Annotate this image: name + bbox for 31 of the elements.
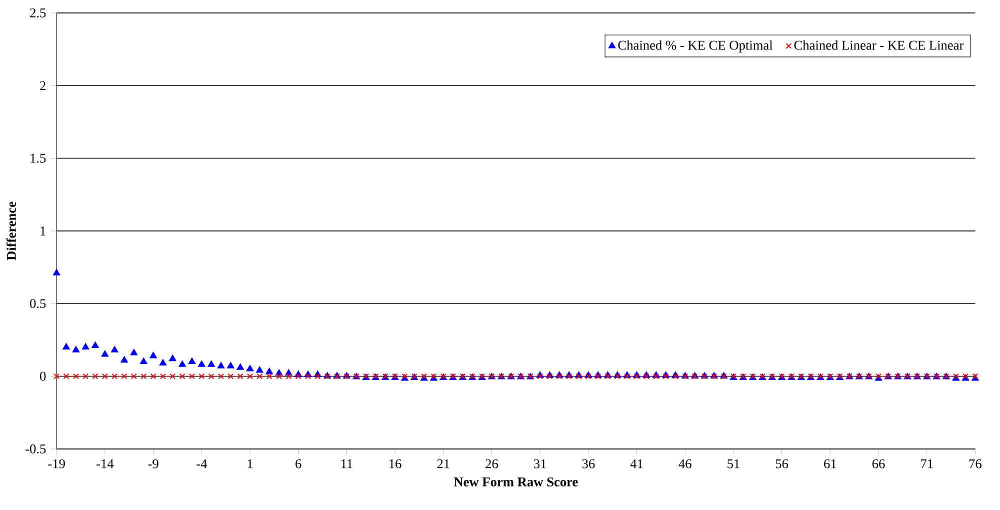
x-tick-label: 61 [824, 459, 836, 468]
x-tick-label: 76 [969, 459, 982, 468]
x-tick-label: 56 [776, 459, 788, 468]
x-tick-label: 41 [630, 459, 643, 468]
legend-label: Chained % - KE CE Optimal [618, 40, 773, 52]
x-tick-label: 1 [248, 459, 253, 468]
x-tick-label: -19 [48, 459, 65, 468]
x-tick-label: -4 [196, 459, 207, 468]
x-tick-label: 31 [534, 459, 546, 468]
x-tick-label: 51 [728, 459, 740, 468]
x-tick-label: 16 [390, 459, 402, 468]
x-tick-label: -14 [96, 459, 114, 468]
x-tick-label: 11 [341, 459, 352, 468]
x-tick-label: 36 [582, 459, 595, 468]
legend-label: Chained Linear - KE CE Linear [794, 40, 964, 50]
y-tick-label: 0 [40, 372, 46, 381]
y-tick-label: 1 [40, 226, 46, 236]
x-tick-label: -9 [148, 459, 158, 468]
y-axis-title: Difference [6, 202, 16, 260]
x-axis-title: New Form Raw Score [454, 477, 578, 486]
y-tick-label: 1.5 [30, 154, 46, 163]
x-tick-label: 71 [921, 459, 933, 468]
x-tick-label: 21 [437, 459, 450, 468]
y-tick-label: 2 [40, 81, 46, 90]
y-tick-label: -0.5 [26, 444, 46, 454]
x-tick-label: 46 [678, 459, 692, 468]
x-tick-label: 6 [296, 459, 302, 468]
y-tick-label: 2.5 [30, 8, 46, 18]
x-tick-label: 26 [486, 459, 498, 468]
x-tick-label: 66 [872, 459, 885, 468]
y-tick-label: 0.5 [30, 299, 46, 308]
